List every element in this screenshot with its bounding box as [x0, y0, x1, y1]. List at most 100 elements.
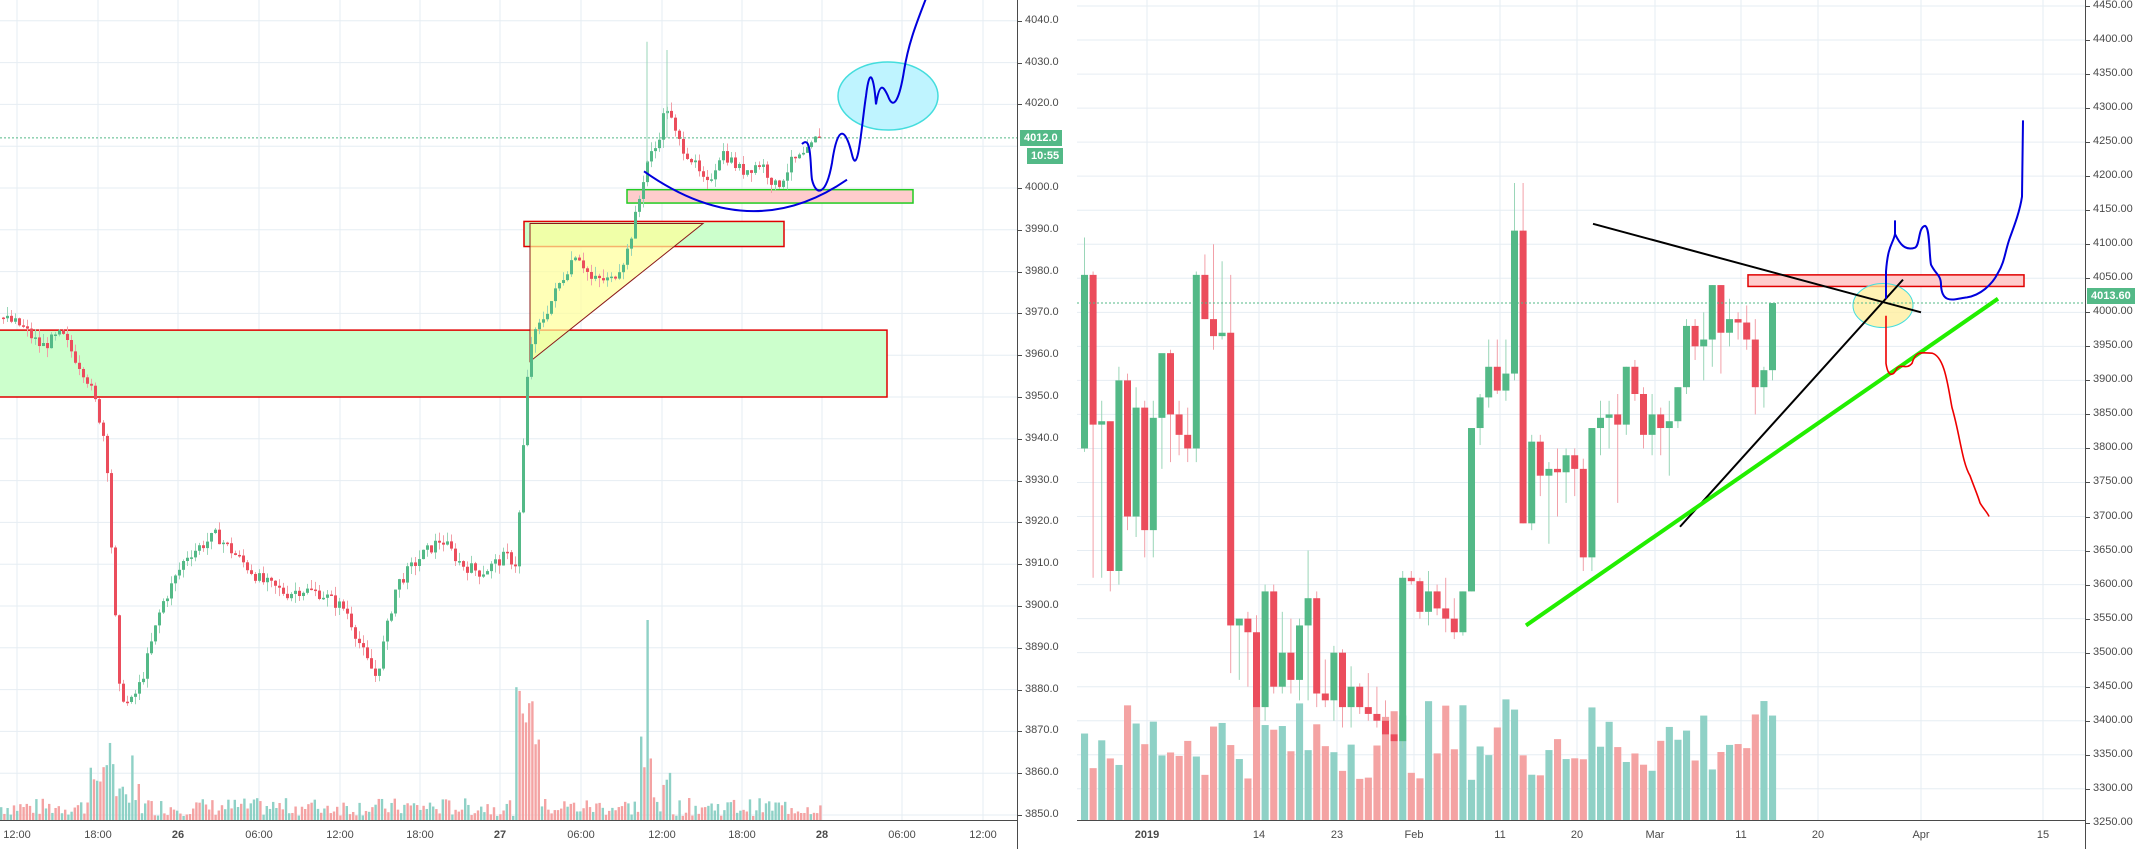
volume-bar — [195, 802, 198, 820]
price-label: 3750.00 — [2093, 475, 2133, 488]
candle-body — [106, 435, 109, 474]
volume-bar — [1210, 726, 1218, 820]
volume-bar — [1493, 727, 1501, 820]
volume-bar — [284, 798, 288, 820]
volume-bar — [227, 799, 230, 820]
candle-body — [450, 541, 453, 549]
candle-body — [202, 545, 205, 549]
candle-body — [118, 615, 121, 684]
axis-tick — [1018, 104, 1022, 106]
candle-body — [1210, 319, 1217, 337]
volume-bar — [320, 812, 323, 820]
time-label: 15 — [2036, 829, 2050, 841]
volume-bar — [54, 807, 57, 820]
candle-body — [626, 248, 629, 265]
candle-body — [662, 113, 665, 140]
volume-bar — [112, 764, 115, 820]
volume-bar — [537, 739, 540, 820]
price-label: 3880.0 — [1025, 682, 1059, 695]
volume-bar — [601, 807, 604, 820]
candle-body — [42, 343, 45, 347]
candle-body — [198, 545, 201, 551]
candle-body — [1760, 370, 1768, 388]
volume-bar — [316, 808, 320, 820]
volume-bar — [6, 808, 9, 820]
volume-bar — [108, 742, 112, 820]
axis-tick — [2086, 74, 2090, 76]
axis-tick — [2086, 516, 2090, 518]
candle-body — [1674, 387, 1682, 422]
volume-bar — [784, 801, 787, 820]
candle-body — [1287, 652, 1295, 680]
volume-bar — [774, 802, 777, 820]
volume-bar — [300, 806, 304, 820]
volume-bar — [134, 800, 137, 820]
axis-tick — [2086, 788, 2090, 790]
volume-bar — [348, 814, 352, 820]
candle-body — [610, 276, 613, 279]
candle-body — [618, 272, 621, 279]
candle-body — [698, 160, 701, 172]
volume-bar — [726, 802, 729, 820]
volume-bar — [777, 802, 780, 820]
volume-bar — [1571, 758, 1579, 820]
candle-body — [1683, 325, 1690, 388]
right-price-axis[interactable]: 4450.00 4400.00 4350.00 4300.00 4250.00 4200.… — [2085, 0, 2141, 849]
volume-bar — [1743, 748, 1751, 820]
volume-bar — [732, 799, 736, 820]
volume-bar — [1253, 673, 1261, 820]
time-label: 27 — [493, 829, 507, 841]
candle-body — [130, 696, 133, 702]
ascending-triangle — [529, 223, 705, 363]
volume-bar — [80, 802, 83, 820]
price-label: 4030.0 — [1025, 55, 1059, 68]
candle-body — [1201, 274, 1209, 320]
volume-bar — [198, 802, 201, 820]
volume-bar — [560, 808, 563, 820]
candle-body — [390, 613, 393, 621]
candle-body — [470, 563, 473, 573]
axis-tick — [2086, 380, 2090, 382]
volume-bar — [1579, 759, 1587, 820]
volume-bar — [691, 815, 694, 820]
volume-bar — [304, 808, 307, 820]
left-price-axis[interactable]: 3850.0 3860.0 3870.0 3880.0 3890.0 3900.0 3910… — [1017, 0, 1078, 849]
candle-body — [370, 658, 373, 669]
volume-bar — [659, 811, 662, 820]
volume-bar — [502, 810, 505, 820]
candle-body — [82, 368, 85, 378]
candle-body — [190, 557, 193, 559]
volume-bar — [224, 809, 227, 820]
candle-body — [558, 283, 561, 289]
volume-bar — [262, 814, 265, 820]
volume-bar — [1407, 772, 1415, 820]
volume-bar — [761, 812, 764, 820]
candle-body — [1562, 455, 1570, 473]
volume-bar — [720, 815, 723, 820]
candle-body — [602, 278, 605, 281]
candle-body — [1425, 591, 1432, 612]
candle-body — [386, 620, 389, 642]
volume-bar — [566, 806, 569, 820]
left-chart-canvas[interactable] — [0, 0, 1017, 849]
candle-body — [1691, 325, 1699, 347]
volume-bar — [86, 802, 89, 820]
volume-bar — [745, 811, 748, 820]
right-chart-pane[interactable] — [1077, 0, 2085, 849]
left-chart-pane[interactable] — [0, 0, 1017, 849]
candle-body — [1769, 303, 1776, 371]
candle-body — [26, 326, 29, 329]
volume-bar — [217, 810, 220, 820]
candle-body — [1175, 414, 1183, 435]
volume-bar — [1081, 733, 1089, 820]
right-time-axis[interactable]: 2019 14 23 Feb 11 20 Mar 11 20 Apr 15 — [1077, 820, 2085, 850]
volume-bar — [288, 813, 291, 820]
volume-bar — [220, 805, 224, 820]
candle-body — [746, 170, 749, 175]
left-time-axis[interactable]: 12:00 18:00 26 06:00 12:00 18:00 27 06:00 12:00 1… — [0, 820, 1017, 850]
right-chart-canvas[interactable] — [1077, 0, 2085, 849]
volume-bar — [649, 758, 652, 820]
volume-bar — [483, 812, 486, 820]
candle-body — [586, 268, 589, 272]
candle-body — [1597, 417, 1604, 429]
